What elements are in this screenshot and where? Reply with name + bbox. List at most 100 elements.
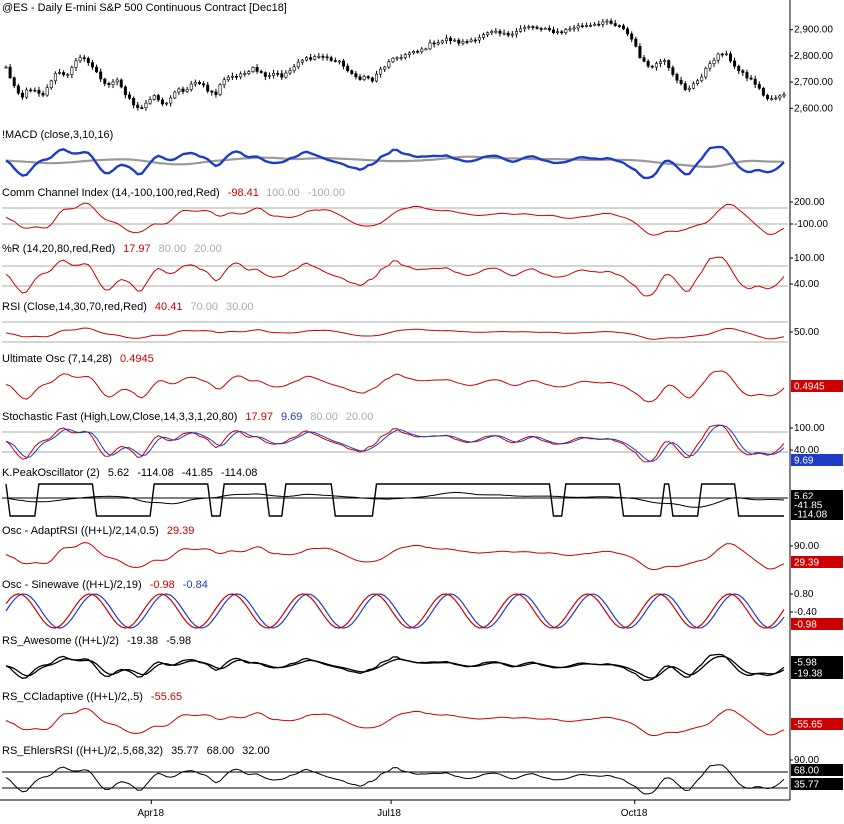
candle-body [568, 28, 572, 31]
candle-body [642, 57, 646, 62]
candle-body [366, 76, 370, 79]
candle-body [300, 59, 304, 63]
cci-line [5, 202, 785, 236]
panel-value: 20.00 [194, 243, 222, 255]
candle-body [259, 71, 263, 73]
panel-title-text: RS_Awesome ((H+L)/2) [2, 635, 119, 647]
candle-body [337, 60, 341, 63]
panel-value: 35.77 [171, 745, 199, 757]
candle-body [576, 25, 580, 29]
panel-title-ccladaptive: RS_CCladaptive ((H+L)/2,.5) -55.65 [2, 691, 182, 703]
candle-body [127, 94, 131, 99]
candle-body [144, 102, 148, 109]
candle-body [202, 83, 206, 86]
value-badge [791, 508, 843, 520]
candle-body [465, 41, 469, 43]
panel-title-text: Osc - AdaptRSI ((H+L)/2,14,0.5) [2, 525, 159, 537]
candle-body [342, 60, 346, 67]
rsi-y-tick: 50.00 [794, 327, 819, 338]
ehlers-badge: 35.77 [794, 780, 819, 791]
candle-body [440, 40, 444, 44]
candle-body [267, 75, 271, 77]
panel-title-awesome: RS_Awesome ((H+L)/2) -19.38 -5.98 [2, 635, 191, 647]
candle-body [461, 41, 465, 44]
candle-body [469, 39, 473, 42]
candle-body [654, 63, 658, 68]
panel-value: 9.69 [281, 411, 302, 423]
candle-body [313, 56, 317, 60]
peak-osc-badge: -114.08 [794, 510, 828, 521]
panel-title-stochastic: Stochastic Fast (High,Low,Close,14,3,3,1… [2, 411, 373, 423]
candle-body [502, 32, 506, 35]
candle-body [539, 28, 543, 30]
candle-body [115, 79, 119, 83]
candle-body [37, 90, 41, 94]
panel-value: -114.08 [221, 467, 258, 479]
candle-body [247, 71, 251, 74]
candle-body [728, 53, 732, 62]
candle-body [473, 39, 477, 42]
candle-body [428, 42, 432, 50]
panel-value: -0.98 [150, 579, 175, 591]
candle-body [601, 21, 605, 25]
candle-body [333, 60, 337, 62]
x-tick-label: Apr18 [137, 808, 164, 819]
candle-body [584, 25, 588, 27]
candle-body [687, 87, 691, 90]
candle-body [210, 90, 214, 93]
value-badge [791, 380, 843, 392]
panel-value: 17.97 [123, 243, 151, 255]
cci-y-tick: 200.00 [794, 197, 825, 208]
panel-title-rsi: RSI (Close,14,30,70,red,Red) 40.41 70.00 30… [2, 301, 254, 313]
candle-body [527, 26, 531, 28]
candle-body [659, 61, 663, 64]
panel-title-cci: Comm Channel Index (14,-100,100,red,Red)… [2, 187, 345, 199]
adapt-rsi-line [5, 541, 785, 571]
ultimate-osc-badge: 0.4945 [794, 382, 825, 393]
value-badge [791, 778, 843, 790]
candle-body [387, 61, 391, 68]
candle-body [165, 102, 169, 105]
candle-body [292, 66, 296, 71]
panel-title-ehlers_rsi: RS_EhlersRSI ((H+L)/2,.5,68,32) 35.77 68.0… [2, 745, 270, 757]
candle-body [605, 20, 609, 23]
candle-body [609, 20, 613, 24]
stochastic-y-tick: 40.00 [794, 445, 819, 456]
panel-title-text: Stochastic Fast (High,Low,Close,14,3,3,1… [2, 411, 237, 423]
candle-body [663, 60, 667, 62]
candle-body [280, 73, 284, 78]
candle-body [757, 84, 761, 89]
adapt-rsi-badge: 29.39 [794, 558, 819, 569]
candle-body [766, 95, 770, 100]
panel-title-text: Ultimate Osc (7,14,28) [2, 353, 112, 365]
panel-value: 29.39 [167, 525, 195, 537]
macd-line [5, 145, 785, 180]
candle-body [86, 58, 90, 63]
candle-body [222, 79, 226, 86]
panel-value: 80.00 [159, 243, 187, 255]
candle-body [770, 98, 774, 100]
candle-body [494, 30, 498, 33]
candle-body [29, 89, 33, 92]
candle-body [704, 67, 708, 78]
candle-body [243, 73, 247, 75]
chart-title: @ES - Daily E-mini S&P 500 Continuous Co… [2, 2, 287, 14]
sinewave-y-tick: -0.40 [794, 607, 817, 618]
ultimate-osc-line [5, 370, 785, 403]
williams-y-tick: 40.00 [794, 279, 819, 290]
candle-body [761, 87, 765, 96]
candle-body [774, 97, 778, 100]
value-badge [791, 556, 843, 568]
candle-body [741, 70, 745, 73]
panel-value: 17.97 [245, 411, 273, 423]
candle-body [226, 76, 230, 81]
candle-body [16, 85, 20, 94]
sinewave-y-tick: 0.80 [794, 589, 814, 600]
panel-title-adapt_rsi: Osc - AdaptRSI ((H+L)/2,14,0.5) 29.39 [2, 525, 194, 537]
candle-body [62, 72, 66, 75]
candle-body [745, 72, 749, 79]
candle-body [185, 89, 189, 92]
sinewave-red-line [5, 593, 785, 629]
peak-osc-line [5, 491, 785, 508]
candle-body [477, 37, 481, 41]
